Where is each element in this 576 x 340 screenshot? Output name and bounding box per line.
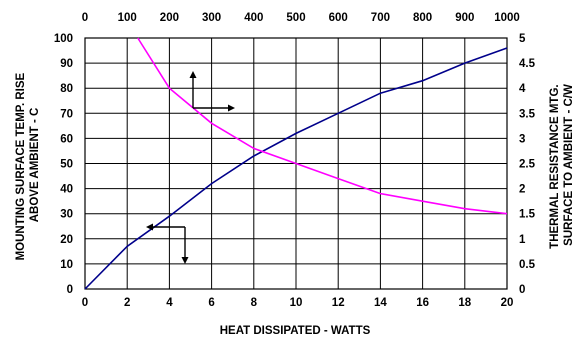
y-right-tick-label: 4 [519,83,526,95]
y-left-ticks: 0 10 20 30 40 50 60 70 80 90 100 [54,33,73,296]
x-bottom-tick-label: 2 [124,297,130,309]
y-right-axis-label-line-1: THERMAL RESISTANCE MTG. [549,84,561,248]
y-left-tick-label: 40 [60,184,73,196]
x-bottom-tick-label: 10 [290,297,303,309]
y-right-tick-label: 5 [519,33,526,45]
arrow-head [146,223,153,231]
annotation-arrows [146,71,235,264]
arrow-head [189,71,197,78]
x-bottom-tick-label: 12 [332,297,345,309]
x-bottom-tick-label: 20 [501,297,514,309]
x-top-tick-label: 400 [244,12,263,24]
y-left-tick-label: 90 [60,58,73,70]
y-left-tick-label: 80 [60,83,73,95]
y-right-tick-label: 0 [519,284,525,296]
y-left-tick-label: 100 [54,33,73,45]
plot-border [84,37,508,290]
y-left-tick-label: 20 [60,234,73,246]
y-right-tick-label: 0.5 [519,259,536,271]
y-left-tick-label: 30 [60,209,73,221]
y-right-tick-label: 2.5 [519,159,536,171]
x-axis-label: HEAT DISSIPATED - WATTS [220,325,371,337]
x-top-tick-label: 600 [329,12,348,24]
y-right-axis-label-line-2: SURFACE TO AMBIENT - C/W [563,84,575,246]
x-top-tick-label: 200 [160,12,179,24]
y-left-tick-label: 70 [60,108,73,120]
y-right-tick-label: 1.5 [519,209,536,221]
series-thermal-resistance-line [137,37,508,215]
x-top-tick-label: 300 [202,12,221,24]
y-right-tick-label: 3 [519,133,525,145]
x-top-tick-label: 500 [286,12,305,24]
x-bottom-tick-label: 16 [416,297,429,309]
x-top-tick-label: 1000 [494,12,520,24]
y-right-tick-label: 4.5 [519,58,536,70]
x-bottom-tick-label: 8 [251,297,258,309]
y-left-tick-label: 10 [60,259,73,271]
x-bottom-tick-label: 18 [458,297,471,309]
arrow-head [181,257,189,264]
x-top-tick-label: 800 [413,12,432,24]
x-bottom-tick-label: 0 [82,297,88,309]
x-top-tick-label: 700 [371,12,390,24]
y-left-axis-label-line-1: MOUNTING SURFACE TEMP. RISE [15,72,27,260]
x-bottom-tick-label: 6 [208,297,214,309]
y-left-tick-label: 50 [60,159,73,171]
x-bottom-ticks: 0 2 4 6 8 10 12 14 16 18 20 [82,297,514,309]
x-top-tick-label: 100 [118,12,137,24]
plot-frame [84,37,508,290]
y-left-axis-label: MOUNTING SURFACE TEMP. RISE ABOVE AMBIEN… [15,70,41,261]
y-right-axis-label: THERMAL RESISTANCE MTG. SURFACE TO AMBIE… [549,81,575,249]
series-temp-rise-line [84,47,508,290]
arrow-head [228,104,235,112]
y-right-ticks: 0 0.5 1 1.5 2 2.5 3 3.5 4 4.5 5 [519,33,536,296]
x-top-ticks: 0 100 200 300 400 500 600 700 800 900 1000 [82,12,520,24]
x-bottom-tick-label: 4 [166,297,173,309]
x-top-tick-label: 900 [455,12,474,24]
y-right-tick-label: 1 [519,234,526,246]
y-left-axis-label-line-2: ABOVE AMBIENT - C [29,108,41,223]
y-right-tick-label: 2 [519,184,525,196]
x-top-tick-label: 0 [82,12,88,24]
x-bottom-tick-label: 14 [374,297,387,309]
series-layer [84,37,508,290]
y-left-tick-label: 60 [60,133,73,145]
y-left-tick-label: 0 [67,284,73,296]
y-right-tick-label: 3.5 [519,108,536,120]
